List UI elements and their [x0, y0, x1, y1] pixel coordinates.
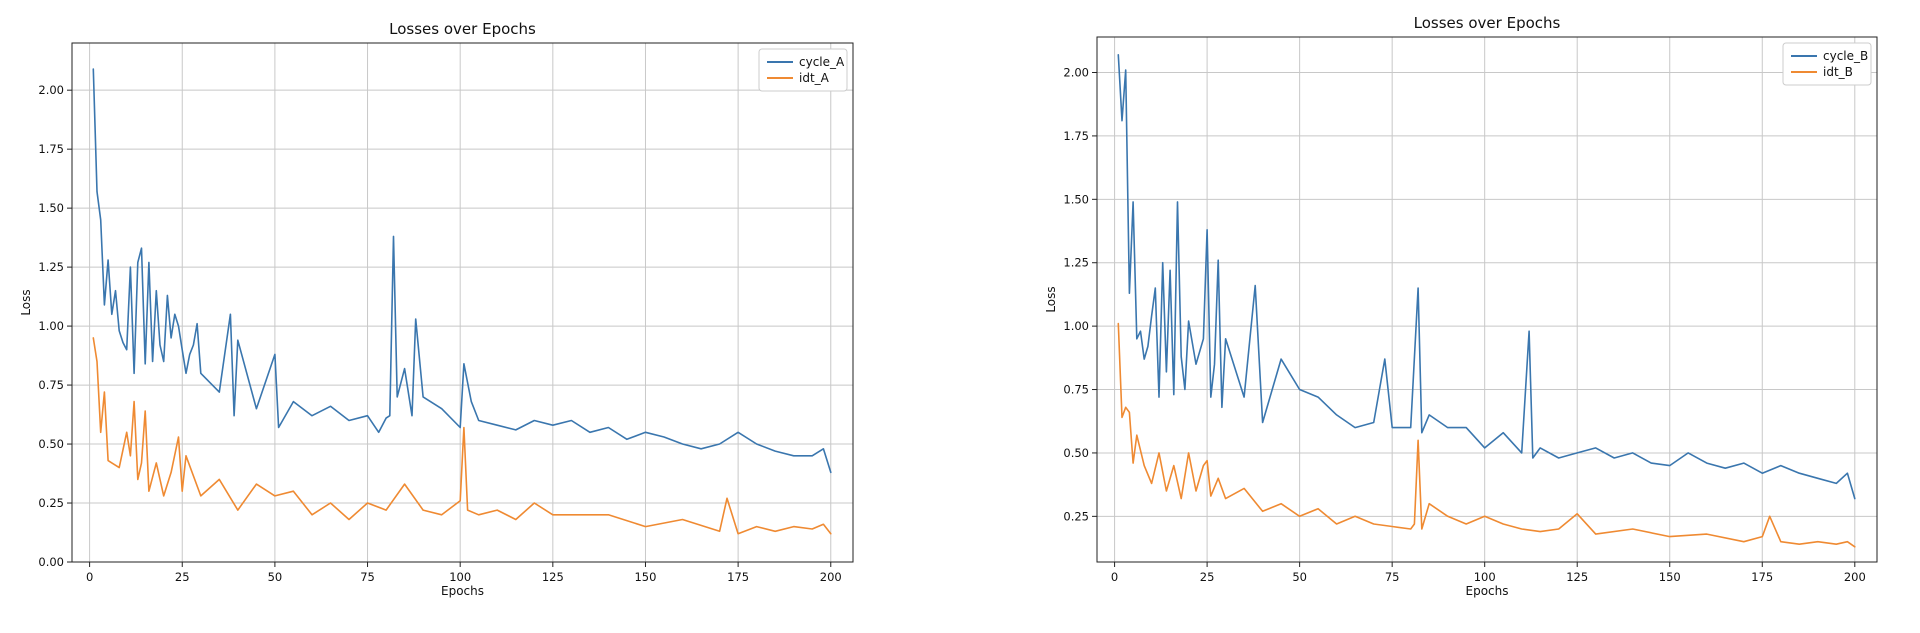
plot-frame [1096, 36, 1878, 563]
series-line-cycle-A [92, 68, 832, 474]
chart-cycle-idt-b: 0 25 50 75 100 125 150 175 200 0.25 0.50 0.75 1.00 1.… [1044, 14, 1878, 598]
series-line-cycle-B [1117, 53, 1856, 500]
x-axis-label: Epochs [1466, 584, 1509, 598]
x-tick-label: 200 [1844, 570, 1866, 584]
legend-box [1782, 42, 1872, 86]
x-tick-label: 75 [1385, 570, 1400, 584]
y-tick-label: 0.00 [38, 555, 64, 569]
legend-entry-cycle-A: cycle_A [799, 55, 845, 69]
legend-box [758, 48, 848, 92]
legend-entry-cycle-B: cycle_B [1823, 49, 1868, 63]
x-tick-label: 125 [542, 570, 564, 584]
x-tick-label: 25 [1200, 570, 1215, 584]
x-tick-label: 175 [727, 570, 749, 584]
y-tick-label: 0.50 [1063, 446, 1089, 460]
x-tick-label: 150 [1659, 570, 1681, 584]
y-tick-label: 1.50 [38, 201, 64, 215]
x-tick-label: 175 [1751, 570, 1773, 584]
x-tick-label: 100 [1474, 570, 1496, 584]
series-line-idt-A [92, 337, 832, 535]
y-tick-label: 1.25 [38, 260, 64, 274]
x-axis-label: Epochs [441, 584, 484, 598]
x-tick-label: 100 [449, 570, 471, 584]
chart-cycle-idt-a: 0 25 50 75 100 125 150 175 200 0.00 0.25 0.50 0.75 1.… [19, 20, 854, 598]
x-tick-label: 150 [634, 570, 656, 584]
y-axis-label: Loss [1044, 286, 1058, 312]
x-tick-label: 0 [86, 570, 93, 584]
x-tick-label: 50 [268, 570, 283, 584]
plot-frame [71, 42, 854, 563]
y-tick-label: 1.25 [1063, 256, 1089, 270]
y-tick-label: 0.25 [1063, 509, 1089, 523]
y-tick-label: 0.75 [38, 378, 64, 392]
x-tick-label: 50 [1292, 570, 1307, 584]
x-tick-label: 125 [1566, 570, 1588, 584]
legend-entry-idt-A: idt_A [799, 71, 830, 85]
y-tick-label: 0.25 [38, 496, 64, 510]
x-tick-label: 25 [175, 570, 190, 584]
series-line-idt-B [1117, 322, 1856, 548]
y-tick-label: 1.75 [38, 142, 64, 156]
y-tick-label: 1.00 [38, 319, 64, 333]
y-tick-label: 1.75 [1063, 129, 1089, 143]
y-tick-label: 0.75 [1063, 383, 1089, 397]
chart-title: Losses over Epochs [389, 20, 536, 38]
x-tick-label: 200 [820, 570, 842, 584]
legend: cycle_A idt_A [758, 48, 848, 92]
y-tick-label: 2.00 [1063, 66, 1089, 80]
legend: cycle_B idt_B [1782, 42, 1872, 86]
y-tick-label: 0.50 [38, 437, 64, 451]
y-axis-label: Loss [19, 289, 33, 315]
chart-title: Losses over Epochs [1414, 14, 1561, 32]
y-tick-label: 1.50 [1063, 192, 1089, 206]
legend-entry-idt-B: idt_B [1823, 65, 1853, 79]
x-tick-label: 0 [1111, 570, 1118, 584]
y-tick-label: 2.00 [38, 83, 64, 97]
x-tick-label: 75 [360, 570, 375, 584]
y-tick-label: 1.00 [1063, 319, 1089, 333]
